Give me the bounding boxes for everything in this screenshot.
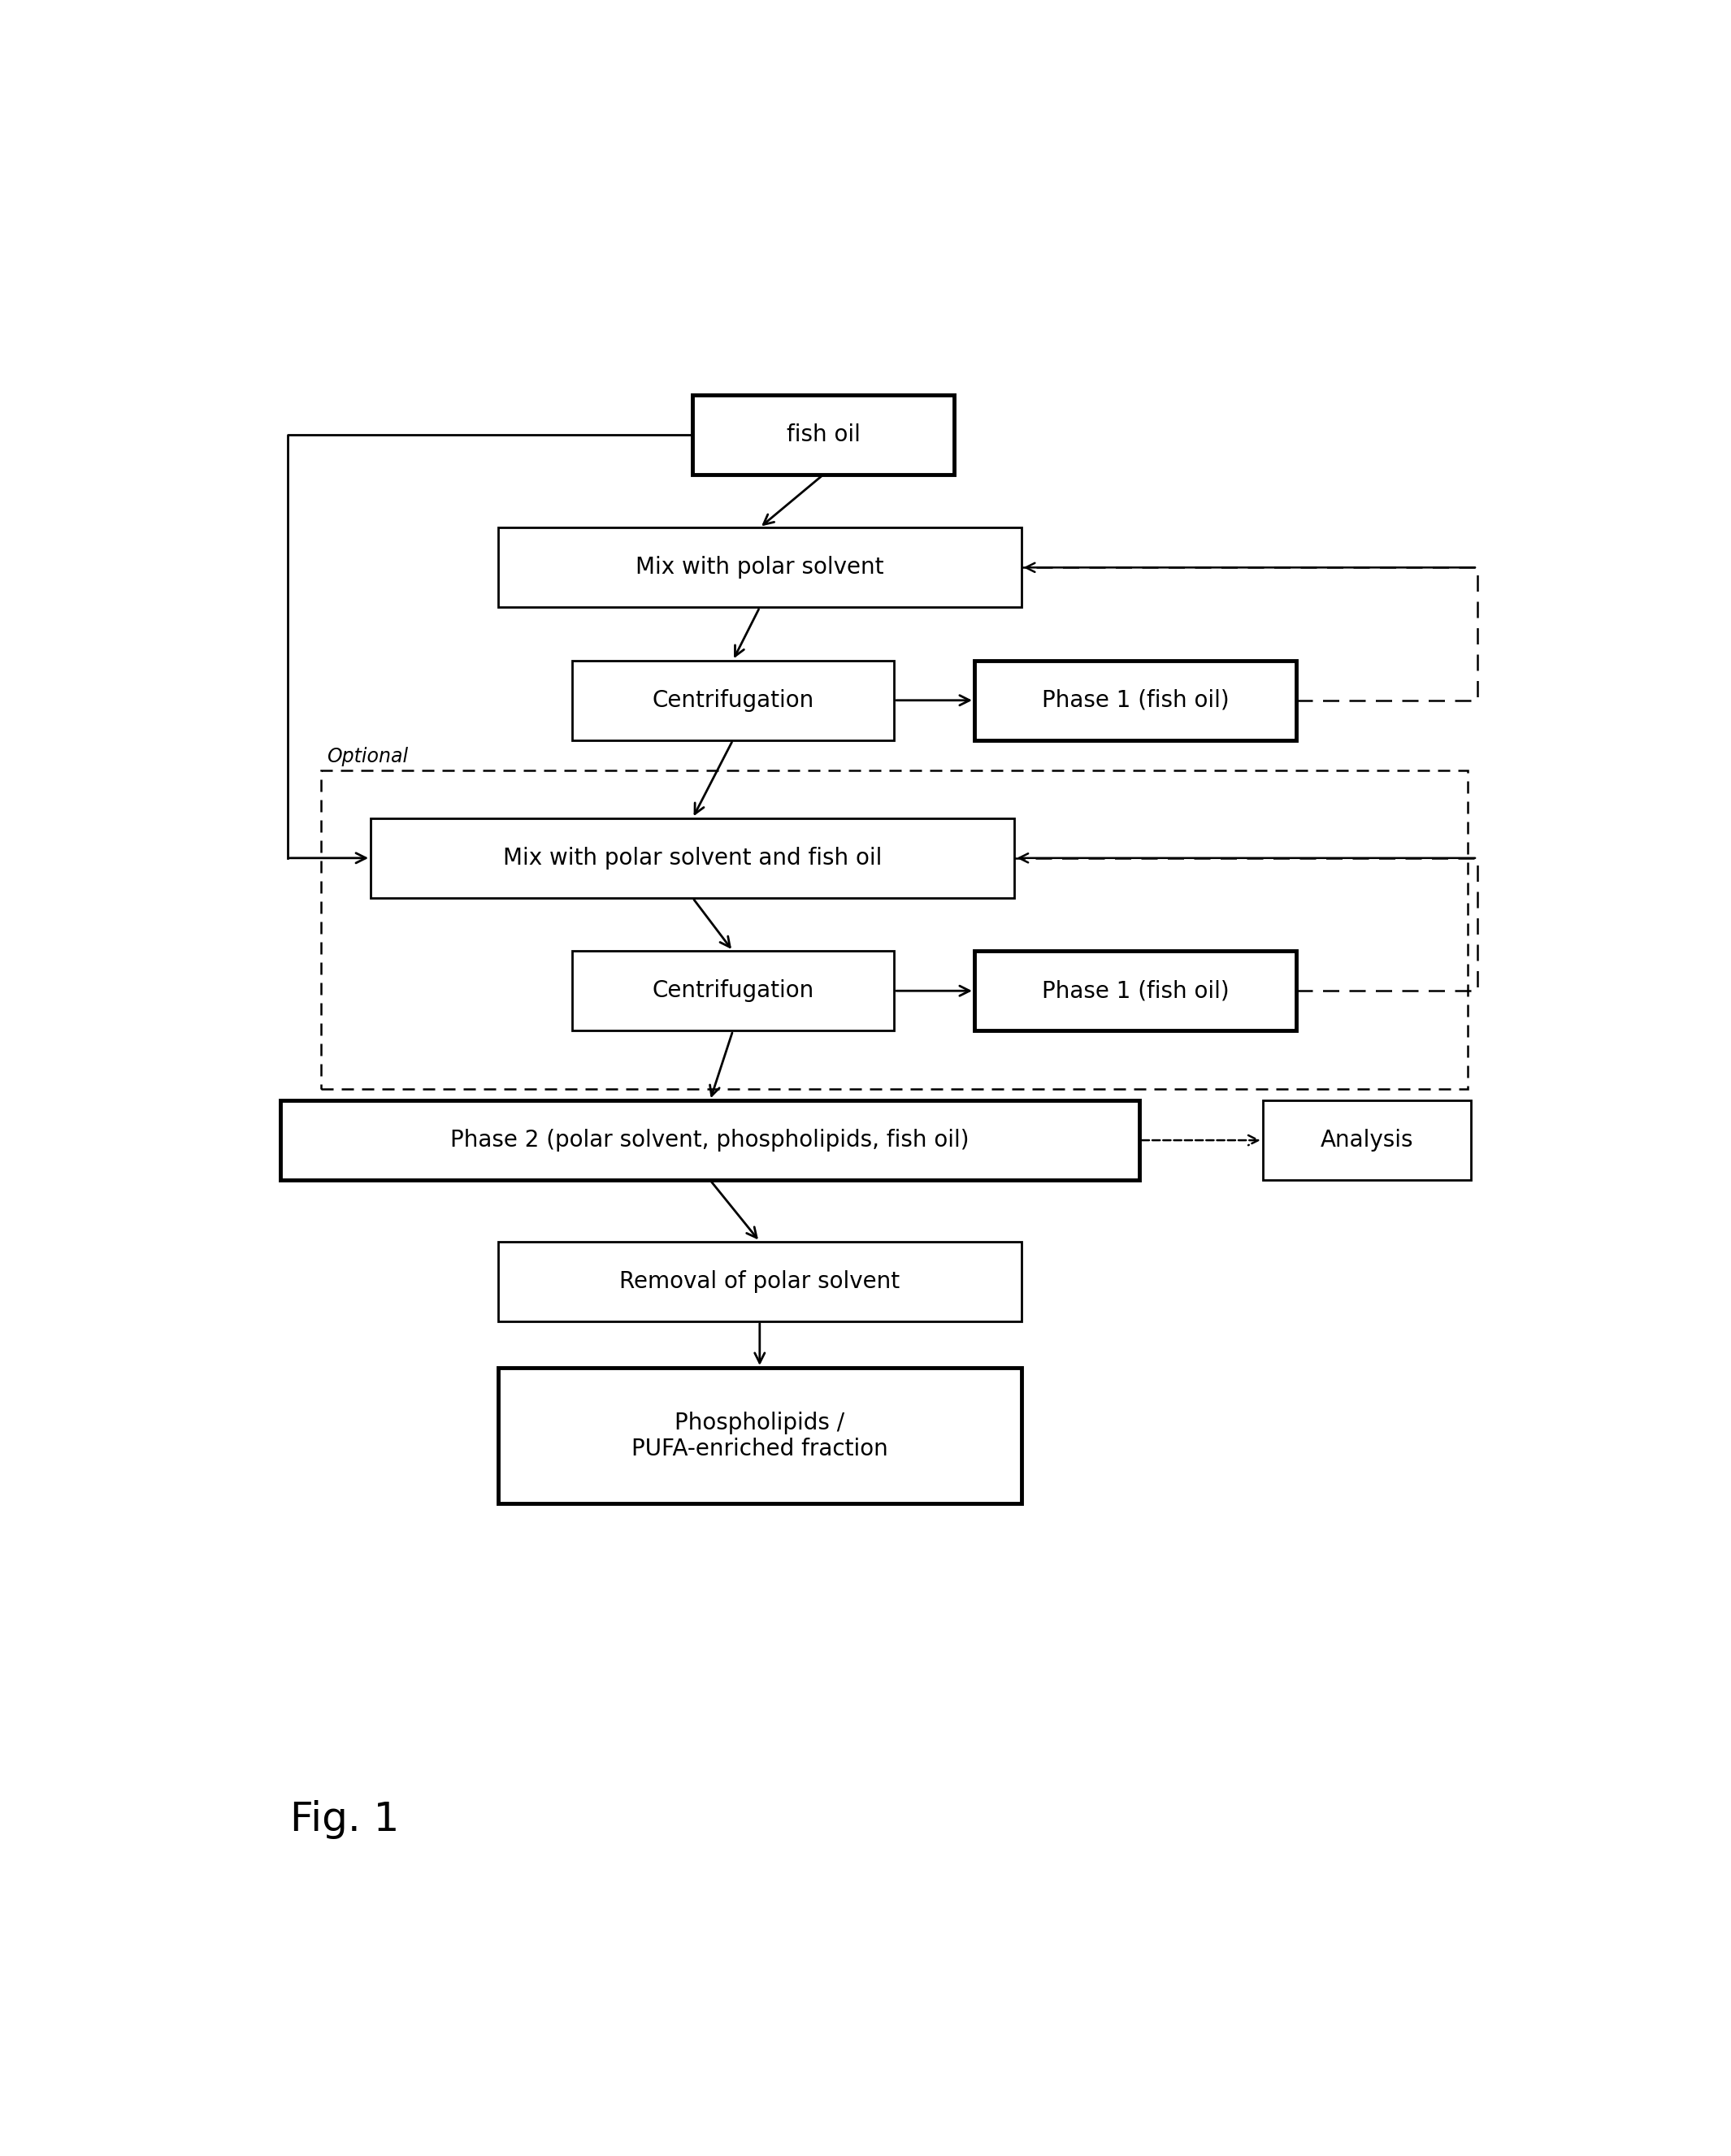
Text: Removal of polar solvent: Removal of polar solvent xyxy=(620,1270,900,1294)
Text: Centrifugation: Centrifugation xyxy=(653,979,814,1003)
Text: Analysis: Analysis xyxy=(1321,1130,1412,1151)
Bar xyxy=(370,817,1014,897)
Bar xyxy=(499,1367,1021,1505)
Text: Phase 1 (fish oil): Phase 1 (fish oil) xyxy=(1042,979,1229,1003)
Text: Phase 1 (fish oil): Phase 1 (fish oil) xyxy=(1042,690,1229,711)
Text: Mix with polar solvent and fish oil: Mix with polar solvent and fish oil xyxy=(504,847,883,869)
Text: Centrifugation: Centrifugation xyxy=(653,690,814,711)
Bar xyxy=(692,395,954,474)
Bar xyxy=(499,528,1021,608)
Text: Phospholipids /
PUFA-enriched fraction: Phospholipids / PUFA-enriched fraction xyxy=(632,1412,888,1460)
Text: Fig. 1: Fig. 1 xyxy=(291,1800,400,1839)
Text: Mix with polar solvent: Mix with polar solvent xyxy=(635,556,885,578)
Text: Phase 2 (polar solvent, phospholipids, fish oil): Phase 2 (polar solvent, phospholipids, f… xyxy=(450,1130,969,1151)
Bar xyxy=(1264,1100,1471,1179)
Bar xyxy=(499,1242,1021,1322)
Bar xyxy=(975,951,1297,1031)
Bar xyxy=(571,660,893,740)
Text: Optional: Optional xyxy=(327,748,409,768)
Bar xyxy=(280,1100,1139,1179)
Text: fish oil: fish oil xyxy=(786,423,860,446)
Bar xyxy=(320,770,1468,1089)
Bar xyxy=(571,951,893,1031)
Bar xyxy=(975,660,1297,740)
